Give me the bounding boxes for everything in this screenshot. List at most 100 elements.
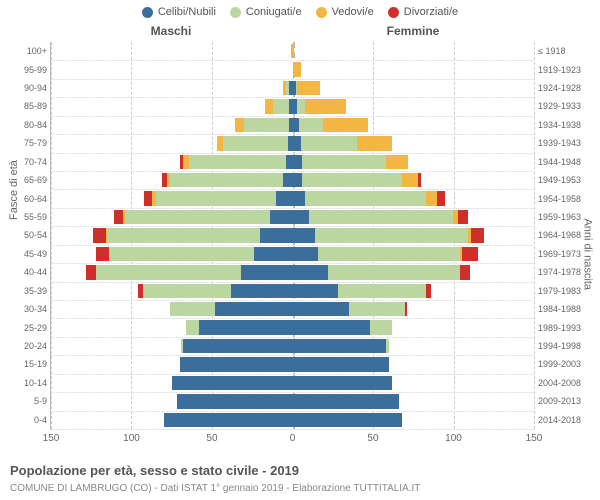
- pyramid-row: 65-691949-1953: [51, 171, 534, 189]
- bar-segment: [405, 302, 407, 316]
- age-label: 35-39: [24, 286, 47, 296]
- pyramid-row: 80-841934-1938: [51, 116, 534, 134]
- pyramid-row: 60-641954-1958: [51, 189, 534, 207]
- bar-segment: [297, 81, 320, 95]
- birth-year-label: 1974-1978: [538, 267, 581, 277]
- bar-segment: [460, 265, 470, 279]
- birth-year-label: 1964-1968: [538, 230, 581, 240]
- bar-segment: [318, 247, 460, 261]
- bar-segment: [183, 155, 189, 169]
- bar-segment: [138, 284, 143, 298]
- pyramid-row: 15-191999-2003: [51, 355, 534, 373]
- legend-item: Celibi/Nubili: [142, 6, 216, 18]
- birth-year-label: 2004-2008: [538, 378, 581, 388]
- male-half: [51, 189, 293, 207]
- bar-segment: [286, 81, 289, 95]
- bar-segment: [270, 210, 293, 224]
- male-half: [51, 355, 293, 373]
- pyramid-row: 95-991919-1923: [51, 60, 534, 78]
- birth-year-label: 1944-1948: [538, 157, 581, 167]
- birth-year-label: 1949-1953: [538, 175, 581, 185]
- female-half: [293, 60, 535, 78]
- legend-label: Divorziati/e: [404, 6, 458, 18]
- pyramid-row: 30-341984-1988: [51, 300, 534, 318]
- bar-segment: [189, 155, 286, 169]
- bar-segment: [186, 320, 199, 334]
- age-label: 95-99: [24, 65, 47, 75]
- bar-segment: [223, 136, 287, 150]
- bar-segment: [293, 413, 402, 427]
- male-half: [51, 171, 293, 189]
- bar-segment: [167, 173, 170, 187]
- bar-segment: [462, 247, 478, 261]
- pyramid-row: 75-791939-1943: [51, 134, 534, 152]
- female-half: [293, 411, 535, 429]
- label-female: Femmine: [292, 24, 534, 38]
- female-half: [293, 318, 535, 336]
- male-half: [51, 208, 293, 226]
- bar-segment: [276, 191, 292, 205]
- female-half: [293, 337, 535, 355]
- bar-segment: [402, 173, 418, 187]
- pyramid-row: 55-591959-1963: [51, 208, 534, 226]
- age-label: 90-94: [24, 83, 47, 93]
- pyramid-row: 70-741944-1948: [51, 153, 534, 171]
- birth-year-label: 1994-1998: [538, 341, 581, 351]
- gridline: [534, 42, 535, 429]
- plot: 05050100100150150100+≤ 191895-991919-192…: [50, 42, 534, 430]
- pyramid-row: 100+≤ 1918: [51, 42, 534, 60]
- female-half: [293, 97, 535, 115]
- bar-segment: [172, 376, 293, 390]
- bar-segment: [241, 265, 293, 279]
- male-half: [51, 263, 293, 281]
- bar-segment: [123, 210, 125, 224]
- chart-title: Popolazione per età, sesso e stato civil…: [10, 463, 299, 478]
- female-half: [293, 245, 535, 263]
- female-half: [293, 392, 535, 410]
- bar-segment: [386, 339, 389, 353]
- age-label: 30-34: [24, 304, 47, 314]
- age-label: 85-89: [24, 101, 47, 111]
- male-half: [51, 374, 293, 392]
- male-half: [51, 42, 293, 60]
- bar-segment: [164, 413, 293, 427]
- chart-area: 05050100100150150100+≤ 191895-991919-192…: [50, 42, 534, 430]
- label-male: Maschi: [50, 24, 292, 38]
- birth-year-label: 1929-1933: [538, 101, 581, 111]
- legend-swatch: [142, 7, 153, 18]
- age-label: 75-79: [24, 138, 47, 148]
- female-half: [293, 300, 535, 318]
- bar-segment: [162, 173, 167, 187]
- pyramid-row: 50-541964-1968: [51, 226, 534, 244]
- bar-segment: [96, 265, 241, 279]
- chart-source: COMUNE DI LAMBRUGO (CO) - Dati ISTAT 1° …: [10, 483, 420, 494]
- male-half: [51, 116, 293, 134]
- female-half: [293, 226, 535, 244]
- birth-year-label: 1979-1983: [538, 286, 581, 296]
- bar-segment: [297, 99, 305, 113]
- birth-year-label: 1969-1973: [538, 249, 581, 259]
- bar-segment: [349, 302, 405, 316]
- female-half: [293, 189, 535, 207]
- age-label: 0-4: [34, 415, 47, 425]
- bar-segment: [293, 210, 309, 224]
- bar-segment: [315, 228, 468, 242]
- pyramid-row: 85-891929-1933: [51, 97, 534, 115]
- birth-year-label: 2014-2018: [538, 415, 581, 425]
- bar-segment: [293, 62, 301, 76]
- age-label: 20-24: [24, 341, 47, 351]
- female-half: [293, 79, 535, 97]
- bar-segment: [86, 265, 96, 279]
- birth-year-label: 1984-1988: [538, 304, 581, 314]
- bar-segment: [181, 339, 183, 353]
- birth-year-label: 1939-1943: [538, 138, 581, 148]
- bar-segment: [301, 136, 357, 150]
- bar-segment: [170, 302, 215, 316]
- bar-segment: [293, 191, 306, 205]
- female-half: [293, 282, 535, 300]
- bar-segment: [144, 191, 152, 205]
- legend-item: Coniugati/e: [230, 6, 302, 18]
- bar-segment: [244, 118, 289, 132]
- bar-segment: [293, 284, 338, 298]
- bar-segment: [180, 155, 183, 169]
